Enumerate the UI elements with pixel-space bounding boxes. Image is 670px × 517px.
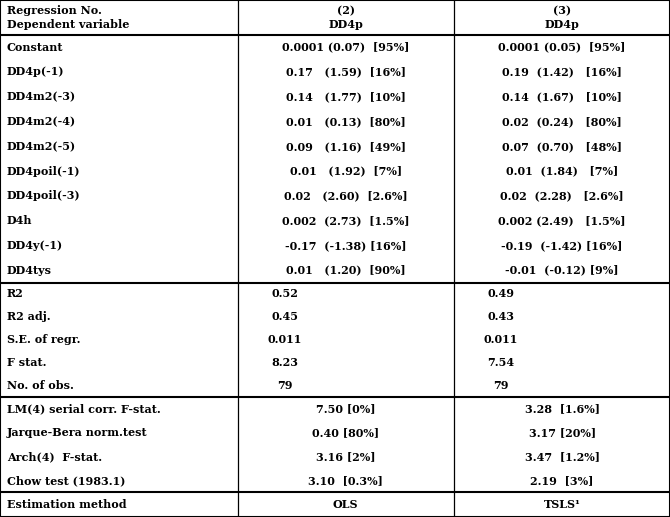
Text: 0.14  (1.67)   [10%]: 0.14 (1.67) [10%] [502, 91, 622, 102]
Text: F stat.: F stat. [7, 357, 46, 368]
Text: 79: 79 [277, 380, 293, 391]
Text: 0.01   (1.20)  [90%]: 0.01 (1.20) [90%] [286, 265, 405, 276]
Text: 0.17   (1.59)  [16%]: 0.17 (1.59) [16%] [285, 67, 406, 78]
Text: 0.07  (0.70)   [48%]: 0.07 (0.70) [48%] [502, 141, 622, 152]
Text: DD4p(-1): DD4p(-1) [7, 67, 64, 78]
Text: No. of obs.: No. of obs. [7, 380, 74, 391]
Text: 0.52: 0.52 [271, 288, 298, 299]
Text: 0.002 (2.49)   [1.5%]: 0.002 (2.49) [1.5%] [498, 215, 626, 226]
Text: 0.40 [80%]: 0.40 [80%] [312, 427, 379, 438]
Text: Regression No.
Dependent variable: Regression No. Dependent variable [7, 5, 129, 30]
Text: 3.28  [1.6%]: 3.28 [1.6%] [525, 403, 600, 414]
Text: R2: R2 [7, 288, 23, 299]
Text: 0.45: 0.45 [271, 311, 298, 323]
Text: 0.14   (1.77)  [10%]: 0.14 (1.77) [10%] [286, 91, 405, 102]
Text: 2.19  [3%]: 2.19 [3%] [531, 475, 594, 486]
Text: 0.19  (1.42)   [16%]: 0.19 (1.42) [16%] [502, 67, 622, 78]
Text: 0.011: 0.011 [267, 334, 302, 345]
Text: Arch(4)  F-stat.: Arch(4) F-stat. [7, 451, 102, 462]
Text: Constant: Constant [7, 42, 63, 53]
Text: 0.01  (1.84)   [7%]: 0.01 (1.84) [7%] [506, 165, 618, 177]
Text: 0.011: 0.011 [484, 334, 519, 345]
Text: TSLS¹: TSLS¹ [543, 499, 581, 510]
Text: 3.47  [1.2%]: 3.47 [1.2%] [525, 451, 600, 462]
Text: 0.09   (1.16)  [49%]: 0.09 (1.16) [49%] [285, 141, 406, 152]
Text: DD4poil(-1): DD4poil(-1) [7, 165, 80, 177]
Text: 0.01   (1.92)  [7%]: 0.01 (1.92) [7%] [289, 165, 402, 177]
Text: 3.16 [2%]: 3.16 [2%] [316, 451, 375, 462]
Text: Chow test (1983.1): Chow test (1983.1) [7, 475, 125, 486]
Text: 0.02  (2.28)   [2.6%]: 0.02 (2.28) [2.6%] [500, 190, 624, 201]
Text: DD4poil(-3): DD4poil(-3) [7, 190, 80, 201]
Text: 0.02   (2.60)  [2.6%]: 0.02 (2.60) [2.6%] [284, 190, 407, 201]
Text: 8.23: 8.23 [271, 357, 298, 368]
Text: 0.0001 (0.07)  [95%]: 0.0001 (0.07) [95%] [282, 42, 409, 53]
Text: 3.17 [20%]: 3.17 [20%] [529, 427, 596, 438]
Text: S.E. of regr.: S.E. of regr. [7, 334, 80, 345]
Text: 0.0001 (0.05)  [95%]: 0.0001 (0.05) [95%] [498, 42, 626, 53]
Text: DD4m2(-5): DD4m2(-5) [7, 141, 76, 152]
Text: Estimation method: Estimation method [7, 499, 127, 510]
Text: DD4m2(-3): DD4m2(-3) [7, 91, 76, 102]
Text: Jarque-Bera norm.test: Jarque-Bera norm.test [7, 427, 147, 438]
Text: (3)
DD4p: (3) DD4p [545, 5, 580, 30]
Text: LM(4) serial corr. F-stat.: LM(4) serial corr. F-stat. [7, 403, 160, 414]
Text: 7.50 [0%]: 7.50 [0%] [316, 403, 375, 414]
Text: R2 adj.: R2 adj. [7, 311, 50, 323]
Text: 79: 79 [493, 380, 509, 391]
Text: DD4m2(-4): DD4m2(-4) [7, 116, 76, 127]
Text: -0.19  (-1.42) [16%]: -0.19 (-1.42) [16%] [501, 240, 623, 251]
Text: 7.54: 7.54 [488, 357, 515, 368]
Text: D4h: D4h [7, 215, 32, 226]
Text: -0.01  (-0.12) [9%]: -0.01 (-0.12) [9%] [505, 265, 619, 276]
Text: 0.43: 0.43 [488, 311, 515, 323]
Text: 3.10  [0.3%]: 3.10 [0.3%] [308, 475, 383, 486]
Text: DD4y(-1): DD4y(-1) [7, 240, 63, 251]
Text: 0.49: 0.49 [488, 288, 515, 299]
Text: -0.17  (-1.38) [16%]: -0.17 (-1.38) [16%] [285, 240, 407, 251]
Text: 0.02  (0.24)   [80%]: 0.02 (0.24) [80%] [502, 116, 622, 127]
Text: (2)
DD4p: (2) DD4p [328, 5, 363, 30]
Text: 0.002  (2.73)  [1.5%]: 0.002 (2.73) [1.5%] [282, 215, 409, 226]
Text: DD4tys: DD4tys [7, 265, 52, 276]
Text: 0.01   (0.13)  [80%]: 0.01 (0.13) [80%] [286, 116, 405, 127]
Text: OLS: OLS [333, 499, 358, 510]
